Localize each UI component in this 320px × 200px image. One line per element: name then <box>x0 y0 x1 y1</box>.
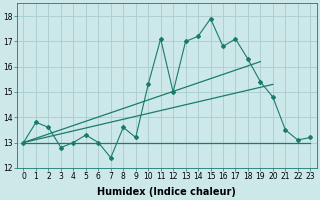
X-axis label: Humidex (Indice chaleur): Humidex (Indice chaleur) <box>98 187 236 197</box>
